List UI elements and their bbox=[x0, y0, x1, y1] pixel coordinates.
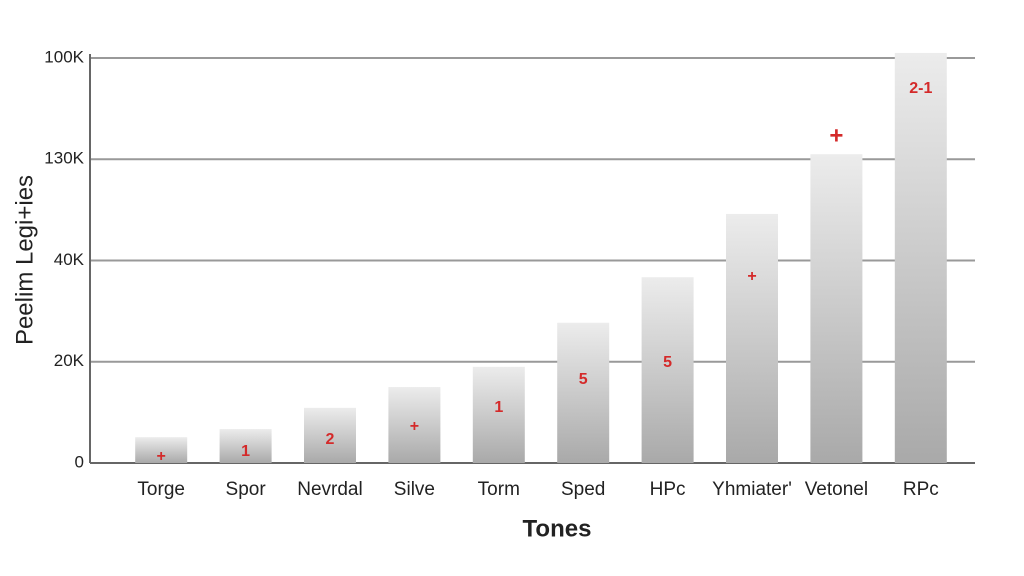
bar bbox=[135, 437, 188, 463]
x-tick-label: Torm bbox=[478, 479, 520, 500]
bar bbox=[810, 154, 863, 463]
x-tick-label: Vetonel bbox=[805, 479, 868, 500]
x-tick-label: HPc bbox=[650, 479, 686, 500]
y-tick-label: 130K bbox=[44, 149, 84, 168]
x-tick-label: RPc bbox=[903, 479, 939, 500]
annotation: + bbox=[829, 122, 843, 149]
y-axis-title: Peelim Legi+ies bbox=[11, 175, 38, 345]
annotation: 2-1 bbox=[909, 80, 932, 97]
y-tick-label: 40K bbox=[54, 250, 85, 269]
annotation: + bbox=[410, 418, 419, 435]
x-tick-label: Silve bbox=[394, 479, 435, 500]
y-tick-label: 100K bbox=[44, 47, 84, 66]
bar bbox=[557, 322, 610, 463]
bar bbox=[641, 277, 694, 463]
x-tick-label: Spor bbox=[226, 479, 267, 500]
y-tick-label: 20K bbox=[54, 351, 85, 370]
x-tick-label: Nevrdal bbox=[297, 479, 362, 500]
annotation: + bbox=[157, 448, 166, 465]
x-tick-label: Yhmiater' bbox=[712, 479, 792, 500]
bar bbox=[388, 387, 441, 463]
annotation: 1 bbox=[494, 399, 503, 416]
annotation: 5 bbox=[663, 354, 672, 371]
bar bbox=[472, 366, 525, 463]
annotation: + bbox=[747, 268, 756, 285]
annotation: 1 bbox=[241, 443, 250, 460]
x-tick-label: Sped bbox=[561, 479, 605, 500]
bar bbox=[726, 213, 778, 463]
annotation: 5 bbox=[579, 371, 588, 388]
y-tick-label: 0 bbox=[75, 452, 84, 471]
bar bbox=[219, 429, 272, 463]
x-axis-title: Tones bbox=[523, 515, 592, 542]
bar bbox=[894, 52, 947, 463]
bar bbox=[304, 407, 356, 463]
x-tick-label: Torge bbox=[137, 479, 185, 500]
annotation: 2 bbox=[326, 431, 335, 448]
